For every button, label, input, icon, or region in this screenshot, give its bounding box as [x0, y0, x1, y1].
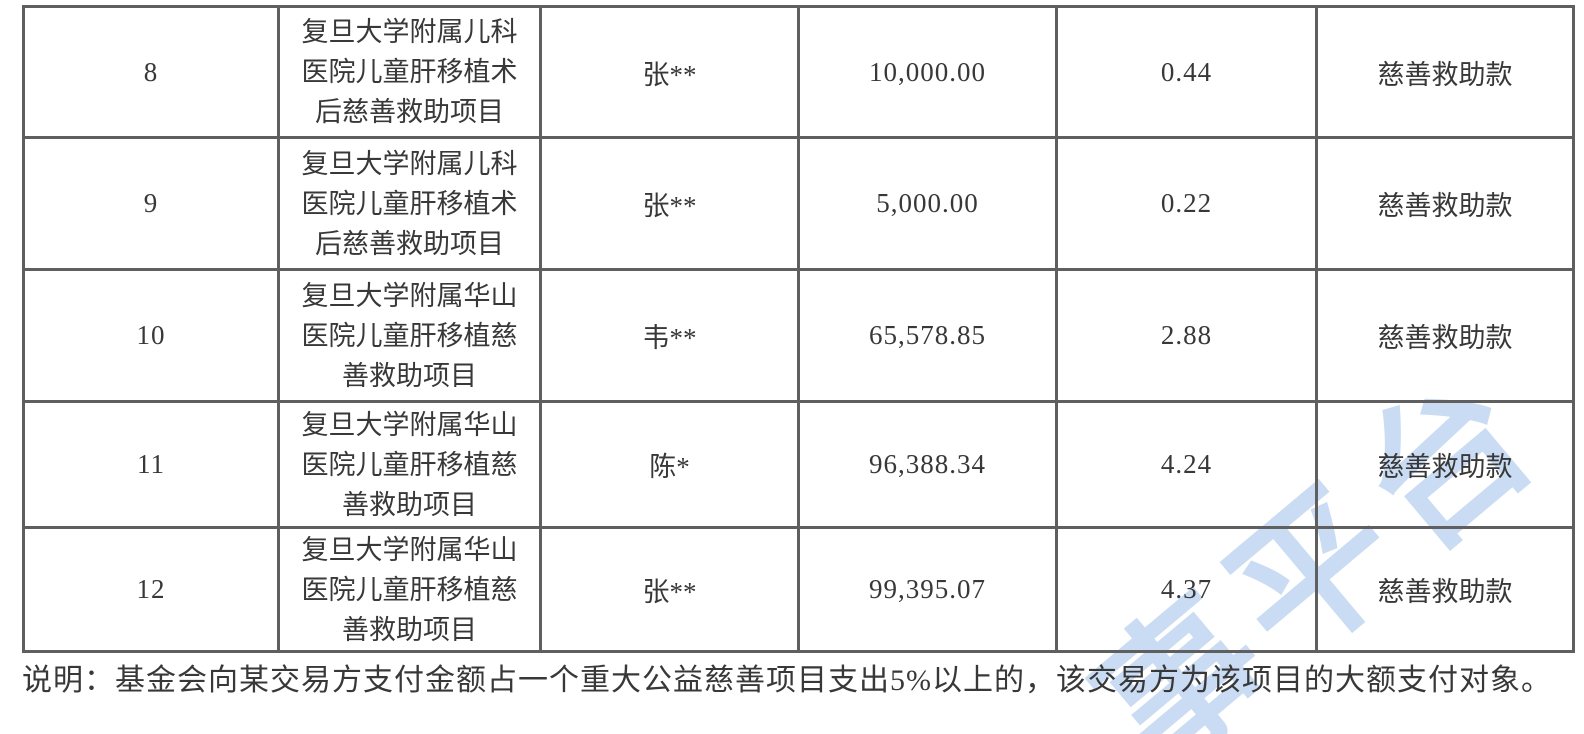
payee-name-cell: 韦** — [539, 268, 800, 403]
row-number-cell: 8 — [22, 5, 280, 139]
amount-cell: 96,388.34 — [797, 400, 1058, 529]
row-number-cell: 12 — [22, 526, 280, 653]
table-row: 8 复旦大学附属儿科医院儿童肝移植术后慈善救助项目 张** 10,000.00 … — [22, 5, 1575, 139]
amount-cell: 5,000.00 — [797, 136, 1058, 271]
payment-type-cell: 慈善救助款 — [1315, 526, 1575, 653]
table-row: 12 复旦大学附属华山医院儿童肝移植慈善救助项目 张** 99,395.07 4… — [22, 526, 1575, 653]
amount-cell: 65,578.85 — [797, 268, 1058, 403]
project-name-cell: 复旦大学附属华山医院儿童肝移植慈善救助项目 — [277, 400, 542, 529]
row-number-cell: 11 — [22, 400, 280, 529]
project-name-cell: 复旦大学附属儿科医院儿童肝移植术后慈善救助项目 — [277, 5, 542, 139]
table-row: 11 复旦大学附属华山医院儿童肝移植慈善救助项目 陈* 96,388.34 4.… — [22, 400, 1575, 529]
payments-table: 8 复旦大学附属儿科医院儿童肝移植术后慈善救助项目 张** 10,000.00 … — [22, 5, 1575, 653]
payee-name-cell: 张** — [539, 136, 800, 271]
payment-type-cell: 慈善救助款 — [1315, 136, 1575, 271]
row-number-cell: 10 — [22, 268, 280, 403]
table-row: 9 复旦大学附属儿科医院儿童肝移植术后慈善救助项目 张** 5,000.00 0… — [22, 136, 1575, 271]
payment-type-cell: 慈善救助款 — [1315, 400, 1575, 529]
amount-cell: 99,395.07 — [797, 526, 1058, 653]
payment-type-cell: 慈善救助款 — [1315, 5, 1575, 139]
percentage-cell: 4.37 — [1055, 526, 1318, 653]
payee-name-cell: 张** — [539, 5, 800, 139]
row-number-cell: 9 — [22, 136, 280, 271]
payment-type-cell: 慈善救助款 — [1315, 268, 1575, 403]
note-text: 说明：基金会向某交易方支付金额占一个重大公益慈善项目支出5%以上的，该交易方为该… — [22, 664, 1552, 697]
percentage-cell: 2.88 — [1055, 268, 1318, 403]
project-name-cell: 复旦大学附属儿科医院儿童肝移植术后慈善救助项目 — [277, 136, 542, 271]
percentage-cell: 4.24 — [1055, 400, 1318, 529]
payee-name-cell: 陈* — [539, 400, 800, 529]
percentage-cell: 0.22 — [1055, 136, 1318, 271]
project-name-cell: 复旦大学附属华山医院儿童肝移植慈善救助项目 — [277, 268, 542, 403]
payee-name-cell: 张** — [539, 526, 800, 653]
amount-cell: 10,000.00 — [797, 5, 1058, 139]
table-row: 10 复旦大学附属华山医院儿童肝移植慈善救助项目 韦** 65,578.85 2… — [22, 268, 1575, 403]
percentage-cell: 0.44 — [1055, 5, 1318, 139]
project-name-cell: 复旦大学附属华山医院儿童肝移植慈善救助项目 — [277, 526, 542, 653]
